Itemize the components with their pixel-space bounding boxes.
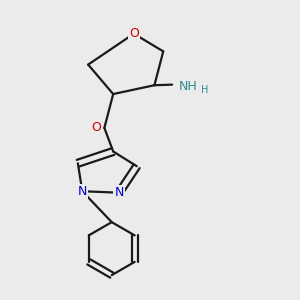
Text: N: N xyxy=(78,185,87,198)
Text: O: O xyxy=(129,27,139,40)
Text: O: O xyxy=(92,122,101,134)
Text: H: H xyxy=(201,85,208,94)
Text: NH: NH xyxy=(179,80,198,93)
Text: N: N xyxy=(114,186,124,199)
